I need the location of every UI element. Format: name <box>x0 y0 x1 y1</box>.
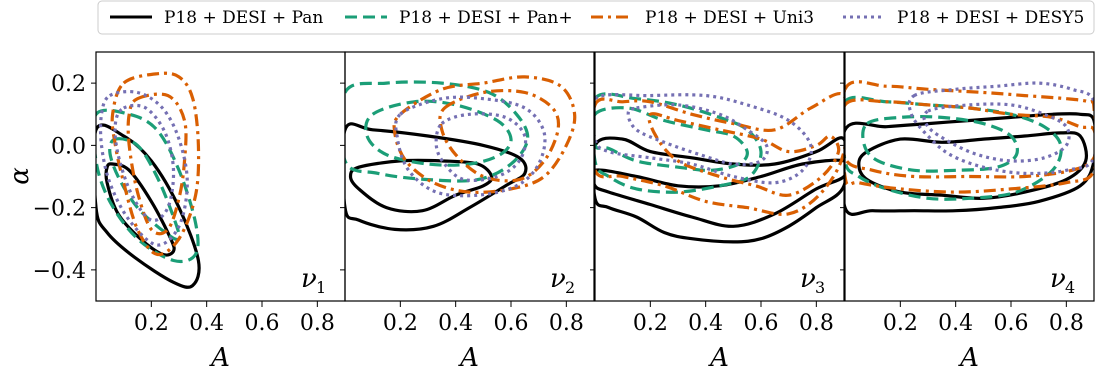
x-tick-label: 0.4 <box>438 311 473 336</box>
panel-frame <box>344 51 595 302</box>
x-tick-label: 0.8 <box>300 311 335 336</box>
y-tick-label: −0.2 <box>33 197 86 222</box>
contour-line <box>96 108 200 264</box>
contour-line <box>595 92 844 216</box>
x-tick-label: 0.4 <box>938 311 973 336</box>
x-tick-label: 0.8 <box>1049 311 1084 336</box>
panel-tag-symbol: ν <box>1050 264 1066 294</box>
x-axis-label: A <box>209 343 230 373</box>
panel-contours <box>345 75 577 232</box>
contour-line <box>595 158 844 228</box>
axes-labels: A A A Aα <box>5 167 979 373</box>
y-axis-label: α <box>5 167 35 185</box>
contour-line <box>394 95 547 198</box>
legend: P18 + DESI + Pan P18 + DESI + Pan+ P18 + D… <box>97 0 1095 35</box>
panels: 0.2 0.4 0.6 0.80.20.0−0.2−0.4 ν 10.2 0.4 0.6 0.8… <box>33 51 1095 336</box>
contour-line <box>595 136 844 244</box>
contour-line <box>595 93 813 185</box>
panel-tag-subscript: 2 <box>565 278 575 297</box>
panel-tag-symbol: ν <box>550 264 566 294</box>
y-tick-label: 0.0 <box>51 134 86 159</box>
panel-frame <box>844 51 1095 302</box>
contour-line <box>647 112 841 197</box>
x-axis-label: A <box>458 343 479 373</box>
panel-tag-subscript: 1 <box>316 278 326 297</box>
panel-3: 0.2 0.4 0.6 0.8 ν 3 <box>590 51 845 336</box>
contour-line <box>96 123 201 289</box>
contour-line <box>113 103 176 223</box>
panel-tag-symbol: ν <box>301 264 317 294</box>
legend-label: P18 + DESI + Pan <box>164 8 323 28</box>
panel-1: 0.2 0.4 0.6 0.8 0.2 0.0 −0.2 −0.4 ν 1 <box>33 51 346 336</box>
contour-line <box>126 92 188 236</box>
contour-line <box>110 71 201 257</box>
legend-entry: P18 + DESI + Pan+ <box>345 8 573 28</box>
contour-line <box>345 122 528 232</box>
legend-label: P18 + DESI + Uni3 <box>645 8 814 28</box>
x-tick-label: 0.6 <box>744 311 779 336</box>
contour-line <box>108 137 181 242</box>
panel-contours <box>595 92 844 244</box>
x-axis-label: A <box>958 343 979 373</box>
panel-contours <box>96 71 201 289</box>
panel-tag-symbol: ν <box>800 264 816 294</box>
legend-entry: P18 + DESI + Pan <box>110 8 323 28</box>
panel-2: 0.2 0.4 0.6 0.8 ν 2 <box>340 51 595 336</box>
x-tick-label: 0.2 <box>633 311 668 336</box>
contour-line <box>364 99 513 167</box>
panel-frame <box>594 51 845 302</box>
panel-4: 0.2 0.4 0.6 0.8 ν 4 <box>840 51 1095 336</box>
panel-tag-subscript: 4 <box>1065 278 1075 297</box>
x-tick-label: 0.2 <box>134 311 169 336</box>
contour-line <box>392 75 577 194</box>
panel-contours <box>845 80 1094 216</box>
x-tick-label: 0.6 <box>994 311 1029 336</box>
x-tick-label: 0.2 <box>383 311 418 336</box>
x-tick-label: 0.8 <box>549 311 584 336</box>
x-tick-label: 0.8 <box>799 311 834 336</box>
y-tick-label: 0.2 <box>51 72 86 97</box>
contour-line <box>345 80 530 183</box>
legend-entry: P18 + DESI + Uni3 <box>591 8 814 28</box>
contour-line <box>922 102 1071 163</box>
contour-line <box>595 106 749 172</box>
legend-label: P18 + DESI + Pan+ <box>399 8 573 28</box>
contour-line <box>845 80 1094 194</box>
x-tick-label: 0.4 <box>189 311 224 336</box>
legend-label: P18 + DESI + DESY5 <box>897 8 1084 28</box>
legend-entry: P18 + DESI + DESY5 <box>843 8 1084 28</box>
x-tick-label: 0.2 <box>883 311 918 336</box>
contour-line <box>348 158 494 214</box>
contour-line <box>907 81 1094 176</box>
x-axis-label: A <box>708 343 729 373</box>
x-tick-label: 0.6 <box>245 311 280 336</box>
x-tick-label: 0.4 <box>688 311 723 336</box>
panel-tag-subscript: 3 <box>815 278 825 297</box>
x-tick-label: 0.6 <box>494 311 529 336</box>
contour-line <box>438 88 561 183</box>
contour-line <box>861 114 1019 173</box>
y-tick-label: −0.4 <box>33 259 86 284</box>
contour-line <box>845 95 1063 201</box>
